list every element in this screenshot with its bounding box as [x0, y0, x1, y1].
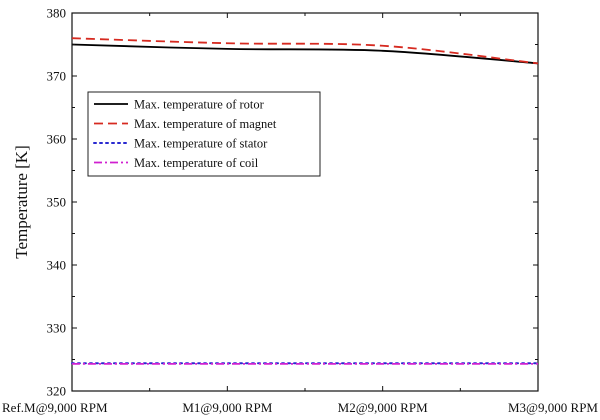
series-line-2 — [71, 37, 539, 65]
y-axis-title: Temperature [K] — [12, 145, 31, 259]
legend: Max. temperature of rotor Max. temperatur… — [87, 91, 321, 177]
x-tick-label: M1@9,000 RPM — [182, 400, 272, 415]
y-tick-label: 320 — [47, 384, 67, 399]
plot-area — [71, 12, 539, 392]
plot-frame — [71, 12, 539, 392]
series-lines — [71, 37, 539, 365]
x-tick-label: Ref.M@9,000 RPM — [2, 400, 108, 415]
x-tick-label: M3@9,000 RPM — [508, 400, 598, 415]
series-line-1 — [71, 43, 539, 65]
y-tick-label: 340 — [47, 258, 67, 273]
y-tick-label: 370 — [47, 69, 67, 84]
legend-label-3: Max. temperature of stator — [134, 137, 268, 151]
y-tick-label: 330 — [47, 321, 67, 336]
legend-label-4: Max. temperature of coil — [134, 156, 259, 170]
legend-label-1: Max. temperature of rotor — [134, 98, 265, 112]
x-tick-label: M2@9,000 RPM — [338, 400, 428, 415]
y-tick-label: 350 — [47, 195, 67, 210]
legend-label-2: Max. temperature of magnet — [134, 117, 277, 131]
y-tick-label: 380 — [47, 6, 67, 21]
axes: 320 330 340 350 360 370 380 Ref.M@9,000 RPM M1@9… — [2, 6, 598, 416]
y-tick-label: 360 — [47, 132, 67, 147]
